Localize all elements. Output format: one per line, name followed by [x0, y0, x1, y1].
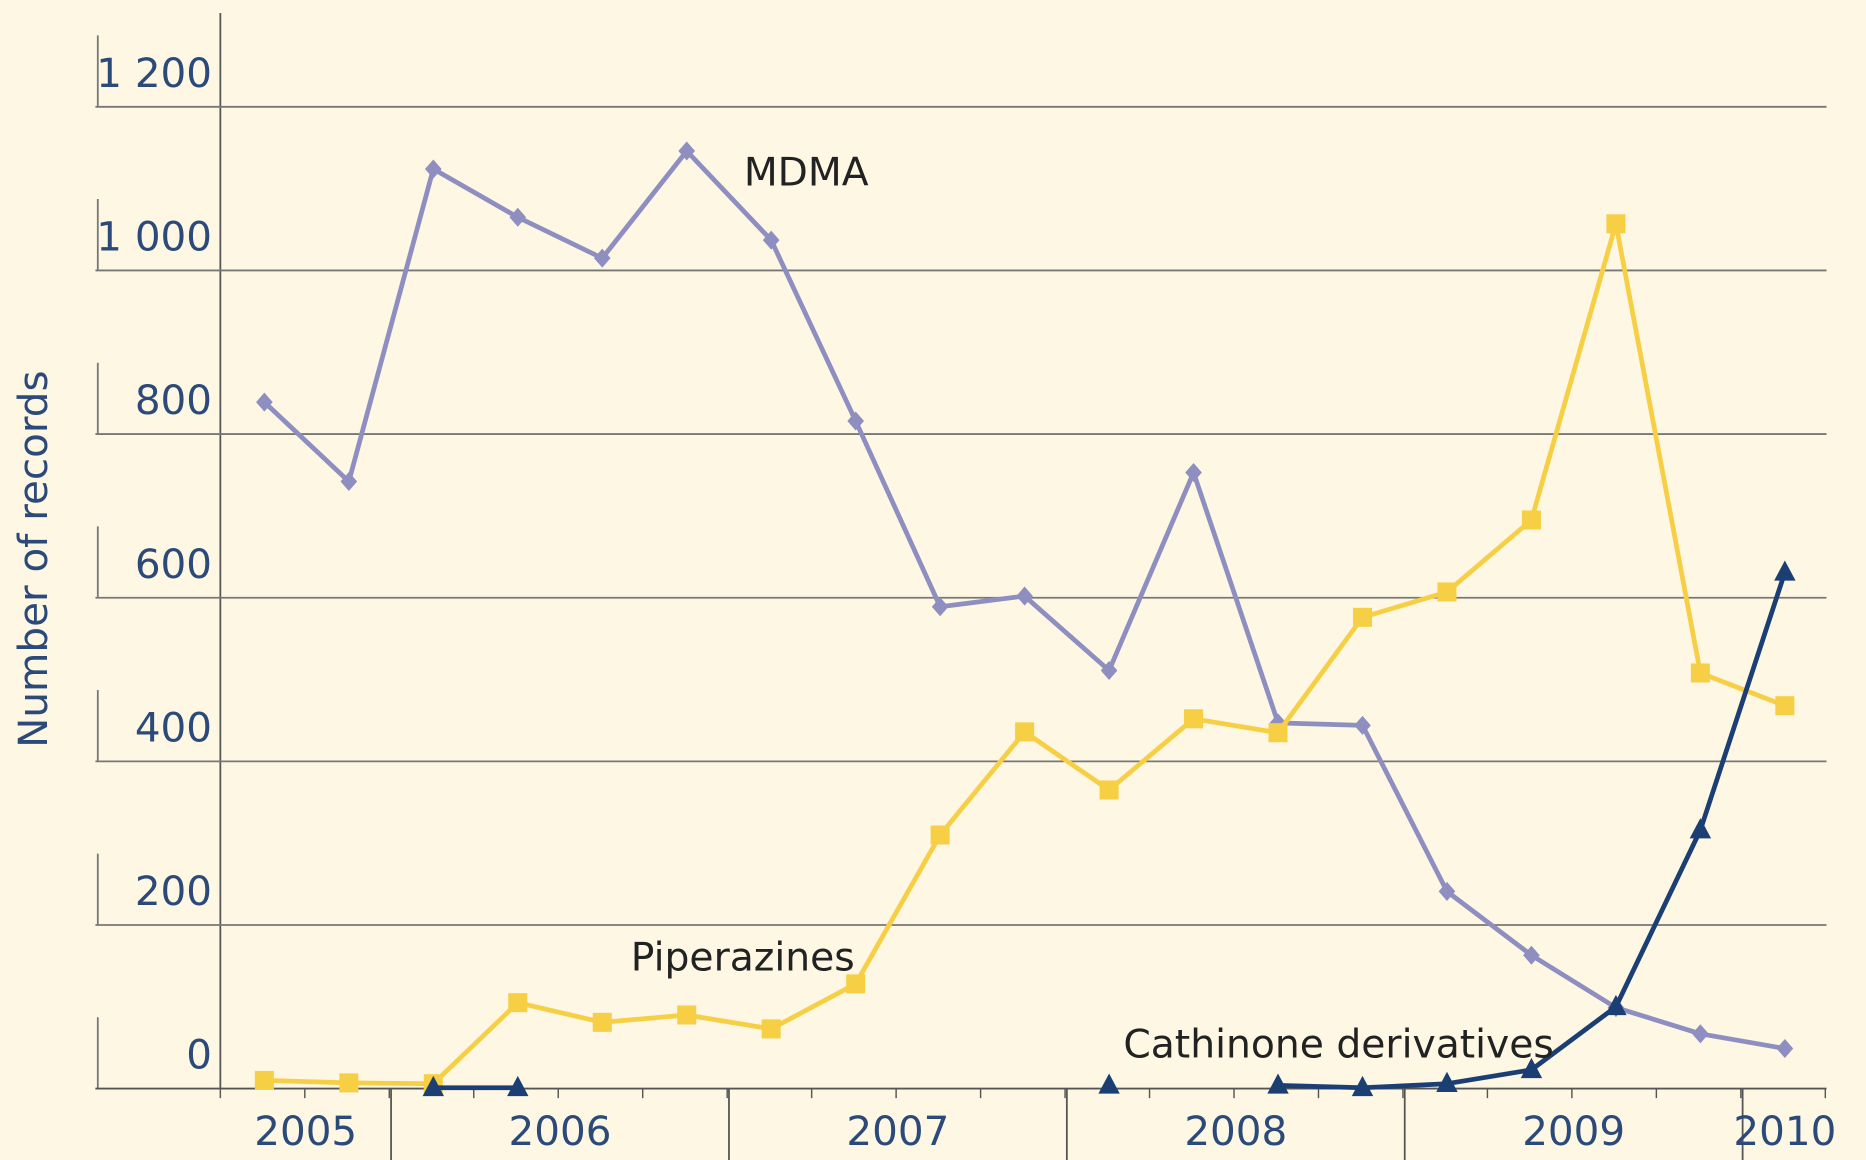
series-label: Cathinone derivatives [1123, 1022, 1554, 1067]
marker [1352, 607, 1373, 627]
marker [1606, 214, 1626, 234]
marker [1605, 994, 1627, 1016]
marker [1437, 582, 1457, 602]
x-tick-label: 2010 [1733, 1107, 1836, 1155]
marker [422, 1075, 445, 1097]
series-label: MDMA [744, 150, 869, 195]
x-tick-label: 2009 [1522, 1107, 1625, 1155]
marker [339, 1073, 359, 1093]
y-tick-label: 200 [135, 867, 212, 915]
marker [1521, 510, 1541, 530]
marker [1015, 722, 1035, 742]
marker [930, 825, 950, 845]
marker [1775, 696, 1795, 716]
x-tick-label: 2005 [254, 1107, 357, 1155]
marker [256, 392, 273, 412]
marker [931, 597, 949, 617]
marker [847, 411, 864, 431]
x-tick-label: 2006 [509, 1107, 612, 1155]
marker [677, 1005, 697, 1025]
series-label: Piperazines [631, 936, 855, 981]
marker [592, 1012, 612, 1032]
y-tick-label: 400 [135, 703, 212, 751]
marker [1774, 560, 1796, 581]
x-tick-label: 2007 [846, 1107, 949, 1155]
marker [1438, 881, 1456, 901]
marker [507, 1075, 529, 1097]
marker [1268, 723, 1288, 743]
x-tick-label: 2008 [1184, 1107, 1287, 1155]
marker [1689, 818, 1712, 839]
y-tick-label: 1 000 [96, 213, 212, 261]
y-tick-label: 0 [186, 1031, 212, 1079]
y-tick-label: 600 [135, 540, 212, 588]
marker [1776, 1039, 1794, 1059]
marker [254, 1070, 274, 1090]
marker [1351, 1075, 1374, 1097]
marker [846, 974, 866, 994]
marker [1184, 709, 1204, 729]
marker [1690, 663, 1710, 683]
marker [762, 230, 780, 250]
marker [508, 993, 528, 1013]
marker [1520, 1057, 1543, 1079]
marker [1267, 1073, 1289, 1094]
y-tick-label: 1 200 [96, 49, 212, 97]
marker [424, 159, 442, 179]
marker [1099, 780, 1119, 800]
marker [1436, 1071, 1458, 1093]
marker [1098, 1073, 1120, 1094]
marker [761, 1019, 781, 1039]
y-tick-label: 800 [135, 376, 212, 424]
y-axis-label: Number of records [9, 370, 57, 747]
marker [340, 472, 358, 492]
marker [1692, 1024, 1709, 1044]
